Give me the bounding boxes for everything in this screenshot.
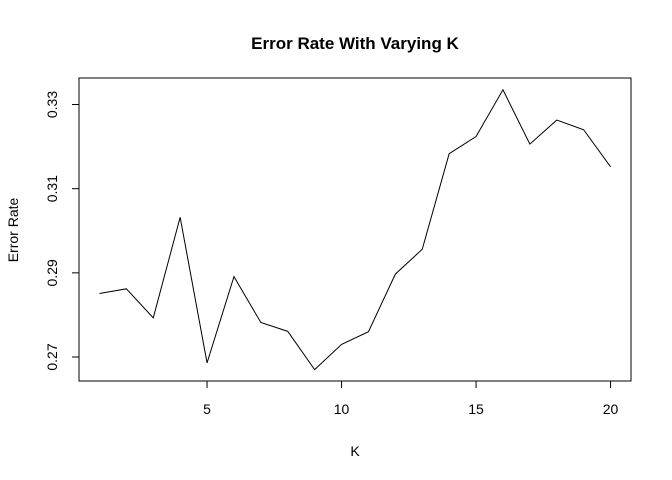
- series-points: [99, 90, 610, 370]
- x-tick-label: 10: [334, 401, 350, 417]
- y-tick-label: 0.27: [44, 343, 60, 370]
- y-axis: 0.27 0.29 0.31 0.33: [44, 91, 79, 371]
- x-axis-label: K: [350, 443, 360, 459]
- x-axis: 5 10 15 20: [203, 381, 619, 417]
- y-tick-label: 0.31: [44, 175, 60, 202]
- x-tick-label: 5: [203, 401, 211, 417]
- series-line-error-rate: [99, 88, 611, 371]
- y-axis-label: Error Rate: [5, 198, 21, 263]
- y-tick-label: 0.29: [44, 259, 60, 286]
- y-tick-label: 0.33: [44, 91, 60, 118]
- x-tick-label: 15: [468, 401, 484, 417]
- x-tick-label: 20: [603, 401, 619, 417]
- chart-title: Error Rate With Varying K: [251, 34, 459, 53]
- plot-frame: [78, 77, 632, 382]
